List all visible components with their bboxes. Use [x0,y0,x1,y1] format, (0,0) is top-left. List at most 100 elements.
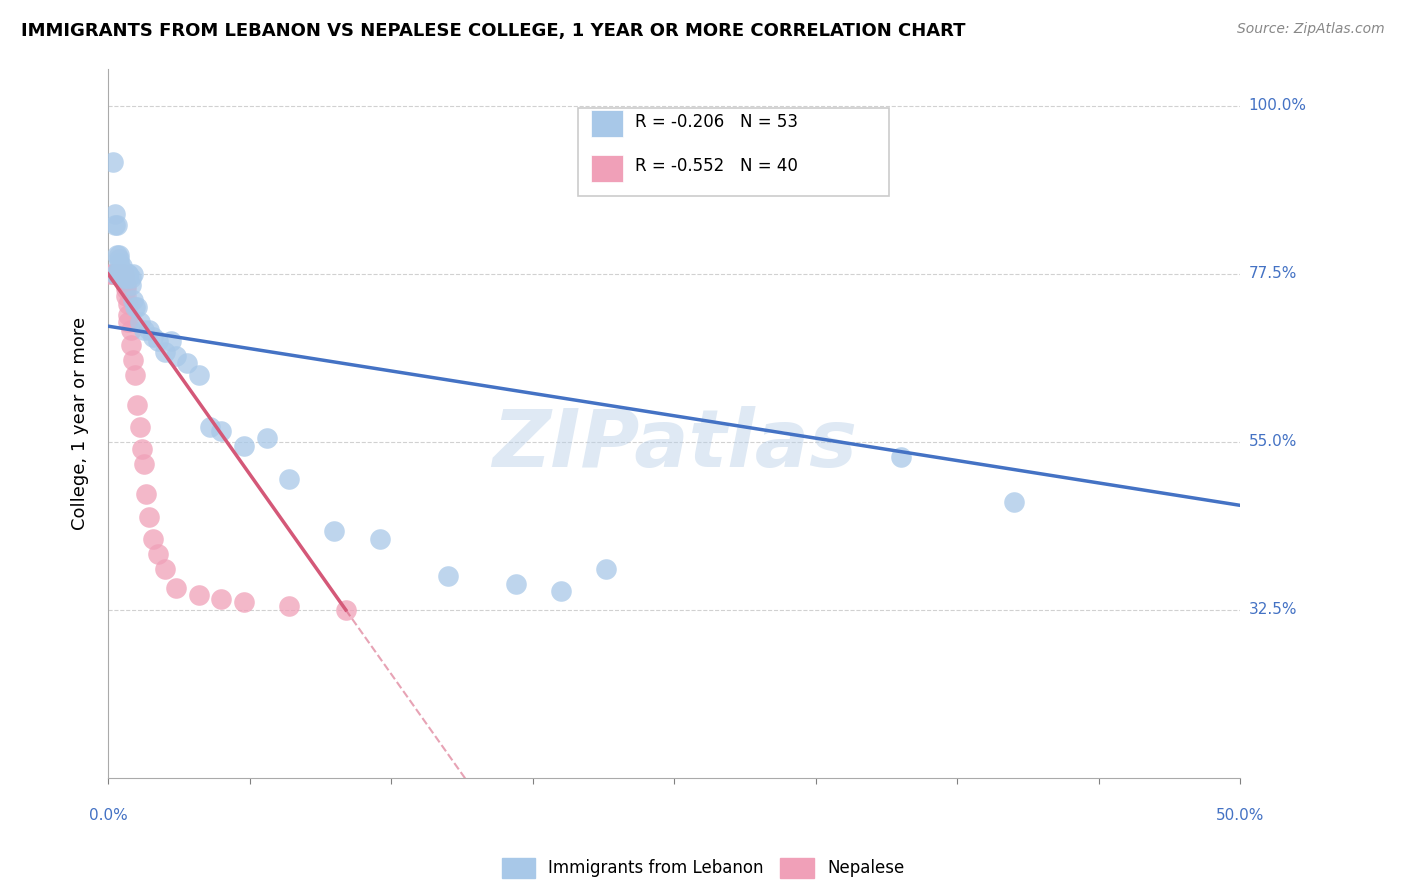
Point [1002,494,1025,508]
Point [505,576,527,591]
Point [117,308,139,322]
Point [595,562,617,576]
Point [138,509,160,524]
Point [105,248,128,262]
Point [110,267,132,281]
Point [115,267,138,281]
Point [104,267,127,281]
Point [110,267,132,281]
Point [187,368,209,382]
Text: 77.5%: 77.5% [1249,267,1296,281]
Point [115,278,138,293]
Point [278,472,301,486]
Point [117,267,139,281]
Text: R = -0.552   N = 40: R = -0.552 N = 40 [634,157,797,176]
Point [108,267,131,281]
Point [115,267,138,281]
Point [98,267,121,281]
Point [131,442,153,457]
Point [122,352,145,367]
Point [115,270,138,285]
Text: 55.0%: 55.0% [1249,434,1296,450]
Point [209,424,232,438]
Point [187,588,209,602]
Point [256,431,278,445]
Point [278,599,301,614]
Point [160,334,183,348]
Point [890,450,912,464]
Point [108,267,131,281]
Point [153,562,176,576]
FancyBboxPatch shape [592,155,623,182]
Text: 100.0%: 100.0% [1249,98,1306,113]
Point [120,270,142,285]
Point [142,532,165,546]
Point [110,260,132,274]
Point [117,270,139,285]
Legend: Immigrants from Lebanon, Nepalese: Immigrants from Lebanon, Nepalese [495,852,911,884]
Y-axis label: College, 1 year or more: College, 1 year or more [72,317,89,530]
Point [105,267,128,281]
Text: 50.0%: 50.0% [1216,808,1264,823]
Point [104,267,127,281]
Point [101,154,124,169]
Text: Source: ZipAtlas.com: Source: ZipAtlas.com [1237,22,1385,37]
Point [112,267,135,281]
Point [120,338,142,352]
Point [122,267,145,281]
Point [134,323,156,337]
Point [127,398,149,412]
Point [323,524,346,539]
Point [128,315,150,329]
Point [117,315,139,329]
Point [110,267,132,281]
Point [104,267,127,281]
Point [127,301,149,315]
Point [108,252,131,266]
FancyBboxPatch shape [578,108,889,196]
Point [120,278,142,293]
Point [165,349,187,363]
Point [146,547,169,561]
Point [115,282,138,296]
Point [153,345,176,359]
Point [104,219,127,233]
Text: ZIPatlas: ZIPatlas [492,406,856,483]
Point [134,458,156,472]
Point [209,591,232,606]
Point [112,270,135,285]
Point [115,289,138,303]
Point [232,595,254,609]
Point [110,267,132,281]
FancyBboxPatch shape [592,111,623,137]
Point [112,270,135,285]
Point [112,267,135,281]
Point [232,439,254,453]
Point [120,323,142,337]
Point [108,267,131,281]
Point [108,255,131,269]
Point [108,267,131,281]
Point [105,267,128,281]
Point [105,219,128,233]
Text: R = -0.206   N = 53: R = -0.206 N = 53 [634,112,797,131]
Text: 0.0%: 0.0% [89,808,128,823]
Point [124,301,146,315]
Point [165,581,187,595]
Point [112,267,135,281]
Text: IMMIGRANTS FROM LEBANON VS NEPALESE COLLEGE, 1 YEAR OR MORE CORRELATION CHART: IMMIGRANTS FROM LEBANON VS NEPALESE COLL… [21,22,966,40]
Text: 32.5%: 32.5% [1249,602,1298,617]
Point [117,267,139,281]
Point [112,274,135,288]
Point [176,356,198,370]
Point [101,267,124,281]
Point [124,368,146,382]
Point [142,330,165,344]
Point [110,263,132,277]
Point [117,297,139,311]
Point [104,207,127,221]
Point [128,420,150,434]
Point [122,293,145,307]
Point [135,487,157,501]
Point [146,334,169,348]
